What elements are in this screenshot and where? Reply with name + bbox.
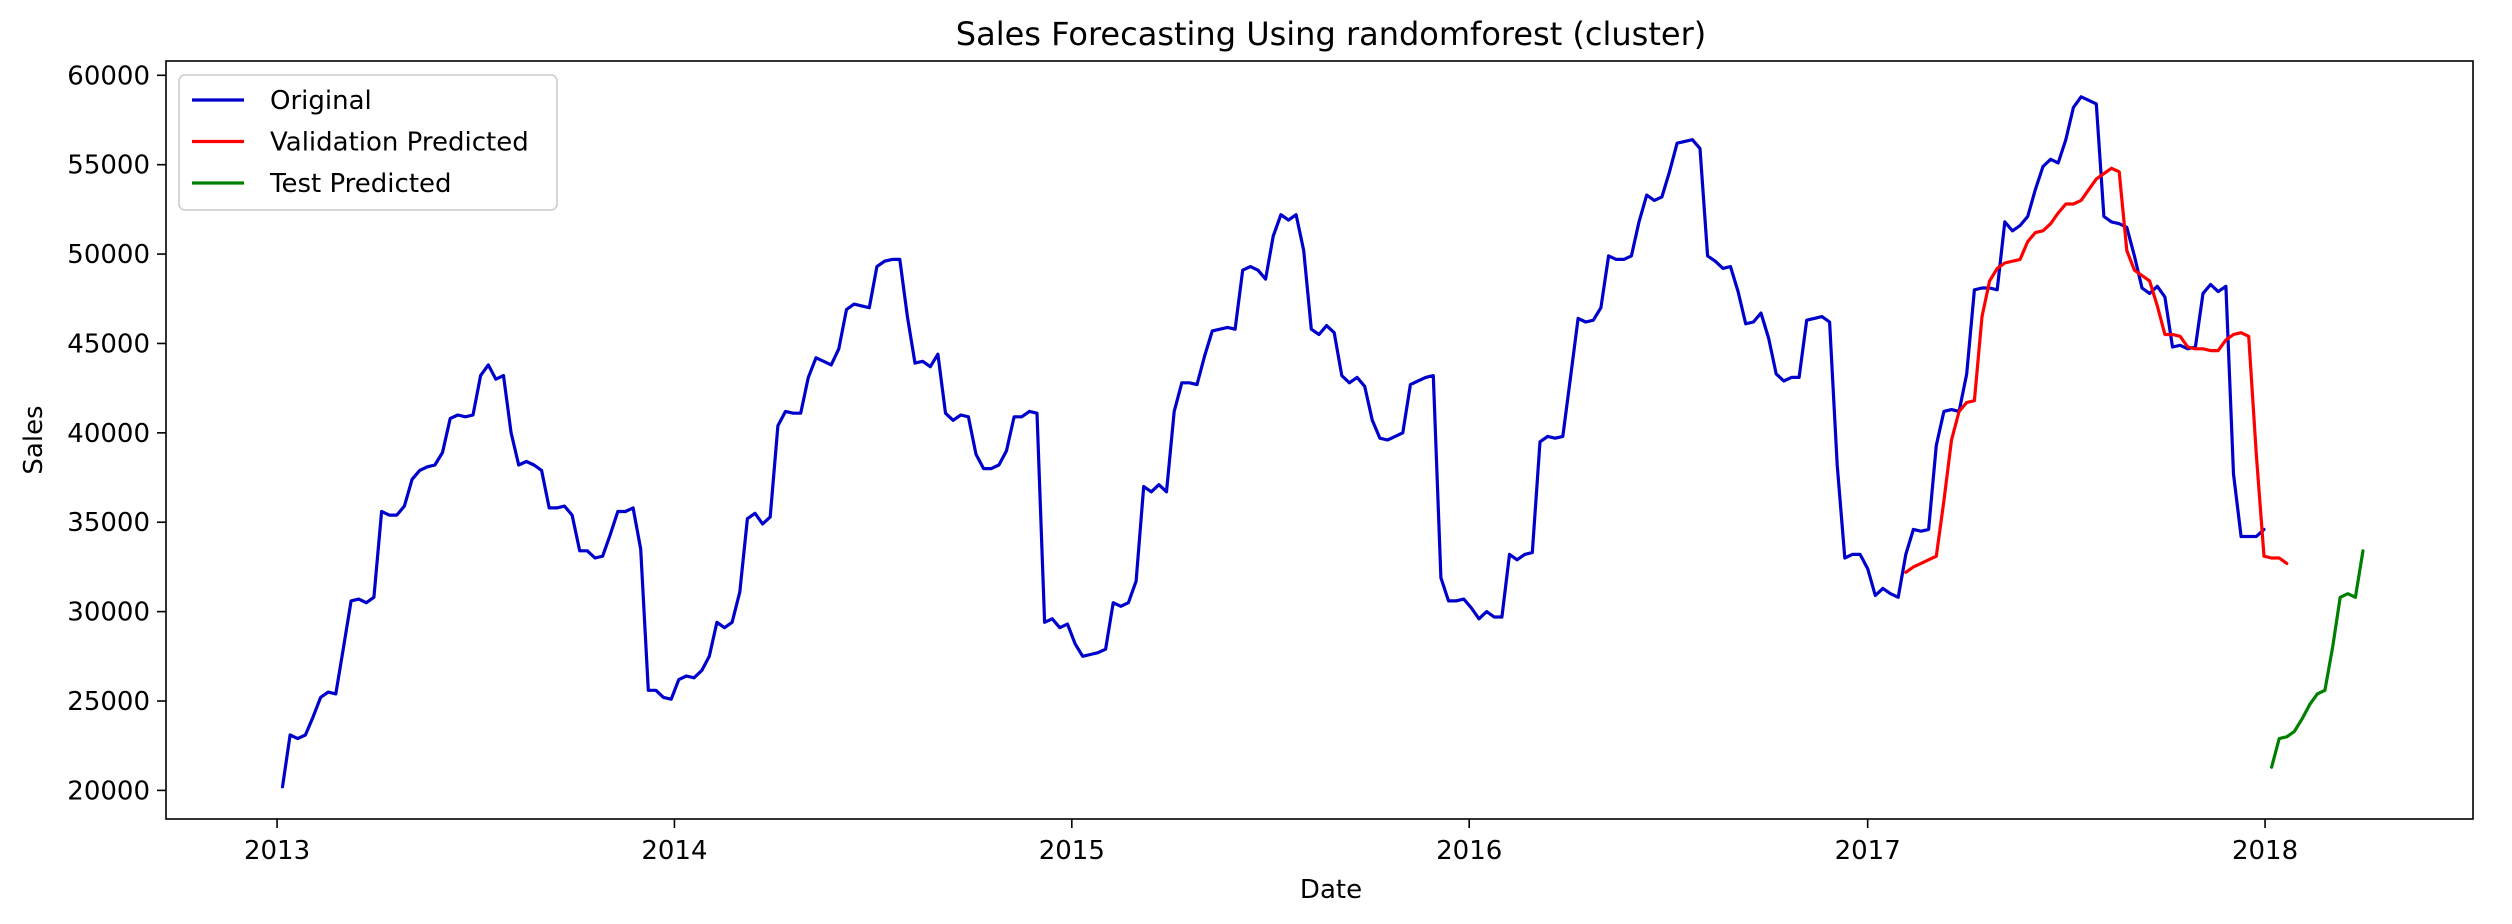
x-axis-title: Date <box>1300 875 1362 905</box>
y-tick-label: 30000 <box>67 598 150 628</box>
plot-area-frame <box>165 60 2474 820</box>
series-line-test-predicted <box>2270 549 2365 769</box>
y-tick-label: 40000 <box>67 419 150 449</box>
x-tick-label: 2016 <box>1436 836 1502 866</box>
y-tick-label: 50000 <box>67 240 150 270</box>
legend: Original Validation Predicted Test Predict… <box>178 74 558 211</box>
legend-label-original: Original <box>270 86 372 116</box>
legend-label-validation-predicted: Validation Predicted <box>270 128 529 158</box>
x-axis: 2013 2014 2015 2016 2017 2018 <box>244 819 2298 866</box>
y-tick-label: 25000 <box>67 687 150 717</box>
y-tick-label: 45000 <box>67 329 150 359</box>
chart-title: Sales Forecasting Using randomforest (cl… <box>956 15 1706 53</box>
y-tick-label: 55000 <box>67 151 150 181</box>
y-tick-label: 35000 <box>67 508 150 538</box>
series-line-validation-predicted <box>1904 166 2289 574</box>
x-tick-label: 2014 <box>641 836 707 866</box>
y-axis-title: Sales <box>19 405 49 474</box>
x-tick-label: 2013 <box>244 836 310 866</box>
legend-label-test-predicted: Test Predicted <box>269 169 452 199</box>
y-tick-label: 60000 <box>67 61 150 91</box>
x-tick-label: 2018 <box>2232 836 2298 866</box>
series-layer <box>280 95 2365 789</box>
x-tick-label: 2017 <box>1835 836 1901 866</box>
x-tick-label: 2015 <box>1039 836 1105 866</box>
legend-box <box>178 74 558 211</box>
series-line-original <box>280 95 2266 789</box>
y-tick-label: 20000 <box>67 776 150 806</box>
y-axis: 20000 25000 30000 35000 40000 45000 50000 55000… <box>67 61 166 806</box>
